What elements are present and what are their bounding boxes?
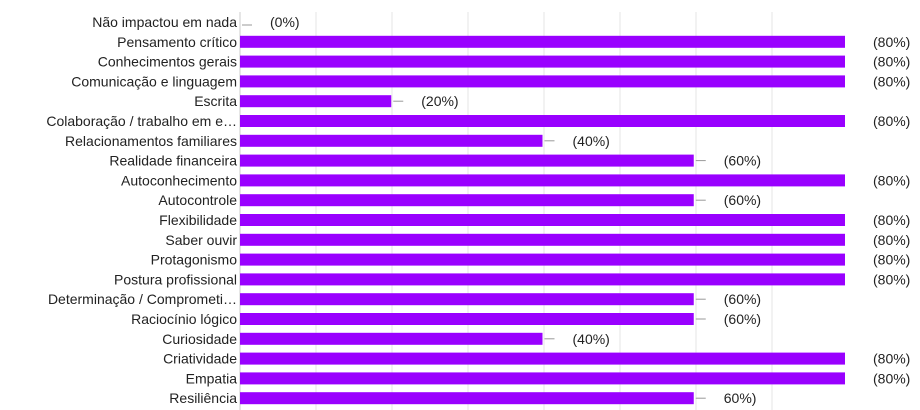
bar (240, 134, 543, 147)
value-label: (80%) (873, 54, 910, 70)
value-label: (40%) (573, 133, 610, 149)
value-label: (80%) (873, 73, 910, 89)
value-label: (60%) (724, 192, 761, 208)
bar (240, 154, 694, 167)
value-label: (80%) (873, 252, 910, 268)
bar (240, 75, 845, 88)
category-label: Pensamento crítico (117, 34, 237, 50)
bar (240, 352, 845, 365)
value-label: (60%) (724, 311, 761, 327)
value-label: (60%) (724, 291, 761, 307)
value-label: (0%) (270, 14, 300, 30)
value-label: (20%) (421, 93, 458, 109)
category-label: Flexibilidade (159, 212, 237, 228)
category-label: Autocontrole (158, 192, 237, 208)
value-label: (80%) (873, 172, 910, 188)
bar (240, 273, 845, 286)
bars (240, 35, 845, 405)
value-label: (80%) (873, 212, 910, 228)
bar (240, 214, 845, 226)
category-label: Protagonismo (151, 252, 238, 268)
category-label: Autoconhecimento (121, 172, 237, 188)
category-label: Raciocínio lógico (131, 311, 237, 327)
value-label: (80%) (873, 34, 910, 50)
category-label: Empatia (186, 370, 238, 386)
bar (240, 194, 694, 207)
bar (240, 35, 845, 48)
bar (240, 253, 845, 266)
bar (240, 372, 845, 385)
category-label: Realidade financeira (109, 153, 237, 169)
category-labels: Não impactou em nada Pensamento crítico Co… (46, 14, 237, 406)
category-label: Postura profissional (114, 271, 237, 287)
category-label: Escrita (194, 93, 237, 109)
value-label: (80%) (873, 113, 910, 129)
category-label: Conhecimentos gerais (98, 54, 237, 70)
bar (240, 392, 694, 405)
bar (240, 174, 845, 187)
value-label: (80%) (873, 370, 910, 386)
grid-lines (239, 12, 773, 410)
category-label: Não impactou em nada (92, 14, 237, 30)
bar (240, 55, 845, 68)
category-label: Criatividade (163, 351, 237, 367)
category-label: Saber ouvir (165, 232, 237, 248)
value-label: (60%) (724, 153, 761, 169)
bar (240, 293, 694, 306)
value-label: (80%) (873, 351, 910, 367)
bar (240, 332, 543, 345)
category-label: Determinação / Comprometi… (48, 291, 237, 307)
bar (240, 233, 845, 246)
category-label: Curiosidade (162, 331, 237, 347)
value-labels: (0%) (80%) (80%) (80%) (20%) (80%) (40%) (60%) (… (242, 14, 910, 406)
value-label: (80%) (873, 232, 910, 248)
value-label: (80%) (873, 271, 910, 287)
category-label: Comunicação e linguagem (71, 73, 237, 89)
bar (240, 95, 392, 108)
bar (240, 115, 845, 127)
category-label: Colaboração / trabalho em e… (46, 113, 237, 129)
value-label: (40%) (573, 331, 610, 347)
category-label: Resiliência (169, 390, 237, 406)
value-label: 60%) (724, 390, 757, 406)
bar (240, 313, 694, 325)
category-label: Relacionamentos familiares (65, 133, 237, 149)
